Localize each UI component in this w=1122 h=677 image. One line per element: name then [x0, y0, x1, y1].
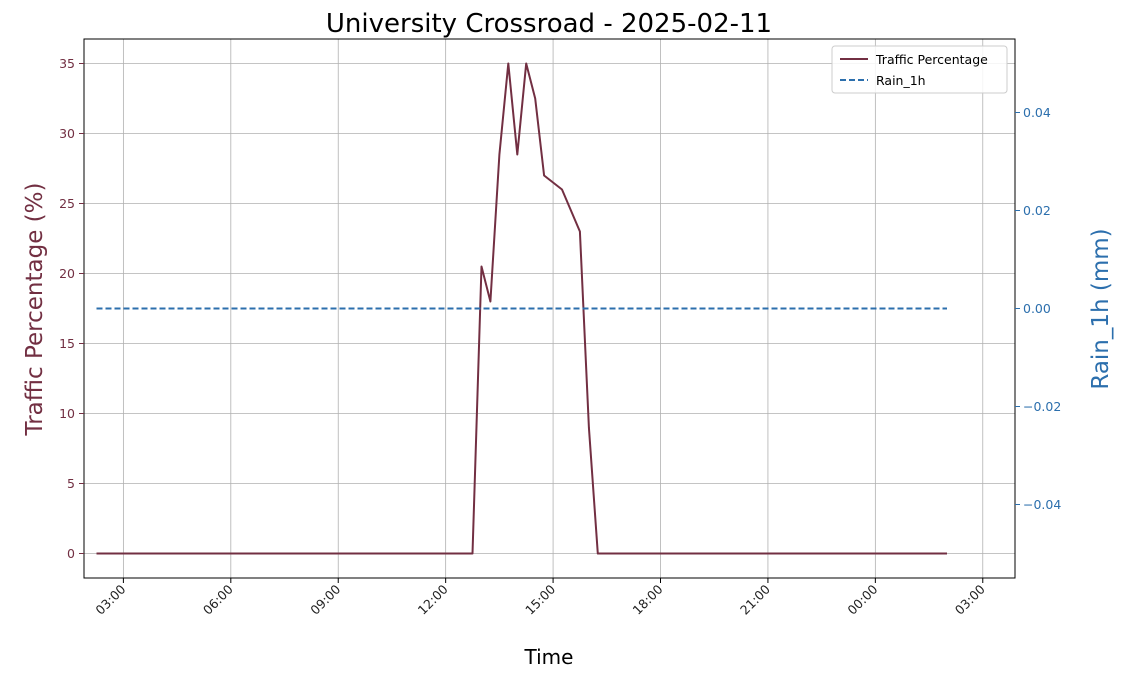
left-tick-label: 0: [67, 546, 75, 561]
x-tick-label: 15:00: [522, 581, 558, 617]
x-tick-label: 00:00: [844, 581, 880, 617]
right-tick-label: 0.00: [1023, 301, 1051, 316]
legend-label-rain: Rain_1h: [876, 73, 926, 88]
x-tick-label: 18:00: [630, 581, 666, 617]
chart-title: University Crossroad - 2025-02-11: [326, 9, 772, 39]
left-tick-label: 10: [59, 406, 75, 421]
left-axis: 0 5 10 15 20 25 30 35: [59, 56, 84, 561]
traffic-percentage-line: [96, 62, 947, 555]
left-tick-label: 30: [59, 126, 75, 141]
x-tick-label: 21:00: [737, 581, 773, 617]
right-axis: 0.04 0.02 0.00 −0.02 −0.04: [1015, 105, 1061, 512]
series-layer: [96, 62, 947, 555]
x-tick-label: 09:00: [307, 581, 343, 617]
left-tick-label: 15: [59, 336, 75, 351]
x-tick-label: 03:00: [952, 581, 988, 617]
legend-box: [831, 45, 1008, 94]
x-axis: 03:00 06:00 09:00 12:00 15:00 18:00 21:00 00:00…: [92, 578, 988, 618]
right-tick-label: −0.02: [1023, 399, 1061, 414]
grid-lines: [84, 39, 1015, 578]
right-axis-label: Rain_1h (mm): [1088, 228, 1114, 389]
x-tick-label: 06:00: [200, 581, 236, 617]
right-tick-label: −0.04: [1023, 497, 1061, 512]
left-tick-label: 35: [59, 56, 75, 71]
left-tick-label: 20: [59, 266, 75, 281]
x-tick-label: 12:00: [415, 581, 451, 617]
left-tick-label: 5: [67, 476, 75, 491]
x-axis-label: Time: [524, 645, 574, 669]
legend: Traffic Percentage Rain_1h: [831, 45, 1008, 94]
right-tick-label: 0.02: [1023, 203, 1051, 218]
x-tick-label: 03:00: [92, 581, 128, 617]
left-axis-label: Traffic Percentage (%): [22, 183, 48, 437]
right-tick-label: 0.04: [1023, 105, 1051, 120]
left-tick-label: 25: [59, 196, 75, 211]
legend-label-traffic: Traffic Percentage: [875, 52, 988, 67]
